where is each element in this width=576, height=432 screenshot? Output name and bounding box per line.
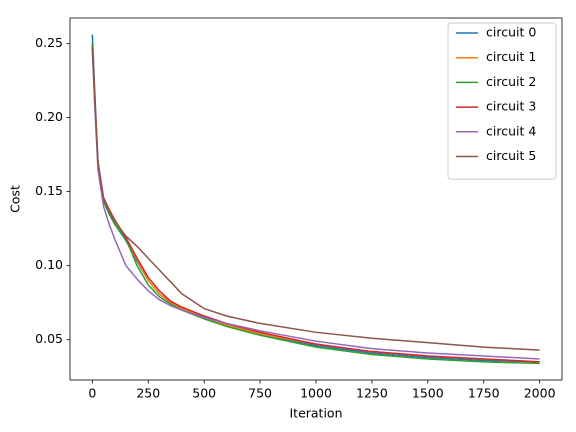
x-tick-label: 250 (136, 386, 160, 401)
legend-box (447, 22, 557, 180)
x-tick-label: 2000 (524, 386, 556, 401)
x-tick-label: 500 (192, 386, 216, 401)
y-tick-label: 0.15 (35, 183, 63, 198)
y-tick-label: 0.25 (35, 35, 63, 50)
series-line (91, 46, 540, 351)
x-tick-label: 1750 (468, 386, 500, 401)
series-line (91, 50, 540, 360)
y-tick-label: 0.10 (35, 257, 63, 272)
plot-frame (69, 17, 563, 381)
legend-label: circuit 5 (486, 148, 536, 163)
x-tick-label: 1500 (412, 386, 444, 401)
legend-label: circuit 0 (486, 25, 536, 40)
x-tick-label: 1000 (300, 386, 332, 401)
y-tick-label: 0.20 (35, 109, 63, 124)
x-tick-label: 750 (248, 386, 272, 401)
x-axis-label: Iteration (289, 406, 342, 421)
legend-label: circuit 4 (486, 123, 536, 138)
series-line (91, 43, 540, 365)
x-tick-label: 1250 (356, 386, 388, 401)
y-tick-label: 0.05 (35, 331, 63, 346)
legend-label: circuit 3 (486, 99, 536, 114)
legend-label: circuit 2 (486, 74, 536, 89)
legend-label: circuit 1 (486, 49, 536, 64)
x-tick-label: 0 (88, 386, 96, 401)
y-axis-label: Cost (8, 185, 23, 213)
